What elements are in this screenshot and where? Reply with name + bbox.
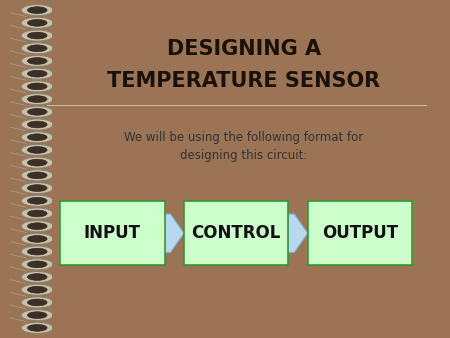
Ellipse shape [27,20,47,26]
Ellipse shape [21,259,53,270]
Ellipse shape [21,297,53,308]
Ellipse shape [21,119,53,130]
Ellipse shape [21,17,53,28]
FancyBboxPatch shape [184,201,288,265]
Ellipse shape [27,159,47,166]
Ellipse shape [27,172,47,179]
Ellipse shape [27,286,47,293]
Ellipse shape [21,271,53,283]
Text: OUTPUT: OUTPUT [322,224,398,242]
Ellipse shape [27,236,47,242]
Ellipse shape [27,261,47,268]
Ellipse shape [27,185,47,191]
Ellipse shape [27,223,47,230]
Ellipse shape [27,210,47,217]
Ellipse shape [21,221,53,232]
Ellipse shape [27,96,47,102]
Ellipse shape [21,157,53,168]
Ellipse shape [21,284,53,295]
Ellipse shape [21,131,53,143]
Ellipse shape [21,233,53,244]
Ellipse shape [27,45,47,52]
Ellipse shape [21,183,53,194]
Ellipse shape [21,170,53,181]
Ellipse shape [27,121,47,128]
Ellipse shape [21,144,53,155]
Ellipse shape [21,81,53,92]
Ellipse shape [21,55,53,67]
Ellipse shape [21,208,53,219]
Ellipse shape [21,30,53,41]
Ellipse shape [27,70,47,77]
Text: CONTROL: CONTROL [192,224,281,242]
Ellipse shape [27,108,47,115]
Ellipse shape [27,134,47,141]
Ellipse shape [21,43,53,54]
Ellipse shape [27,147,47,153]
Ellipse shape [21,246,53,257]
Ellipse shape [27,57,47,64]
Text: DESIGNING A: DESIGNING A [167,39,321,58]
Ellipse shape [27,248,47,255]
Polygon shape [288,214,308,252]
FancyBboxPatch shape [308,201,412,265]
Ellipse shape [27,312,47,318]
Ellipse shape [21,94,53,105]
Text: We will be using the following format for
designing this circuit:: We will be using the following format fo… [124,131,364,162]
Ellipse shape [27,32,47,39]
Ellipse shape [27,7,47,14]
Ellipse shape [21,106,53,117]
Ellipse shape [21,195,53,206]
Text: TEMPERATURE SENSOR: TEMPERATURE SENSOR [108,71,381,91]
Ellipse shape [21,310,53,321]
Ellipse shape [27,324,47,331]
Text: INPUT: INPUT [84,224,141,242]
Ellipse shape [21,322,53,333]
FancyBboxPatch shape [60,201,165,265]
Ellipse shape [27,299,47,306]
Ellipse shape [27,197,47,204]
Ellipse shape [27,274,47,281]
Ellipse shape [21,68,53,79]
Ellipse shape [27,83,47,90]
Polygon shape [165,214,184,252]
Ellipse shape [21,4,53,16]
